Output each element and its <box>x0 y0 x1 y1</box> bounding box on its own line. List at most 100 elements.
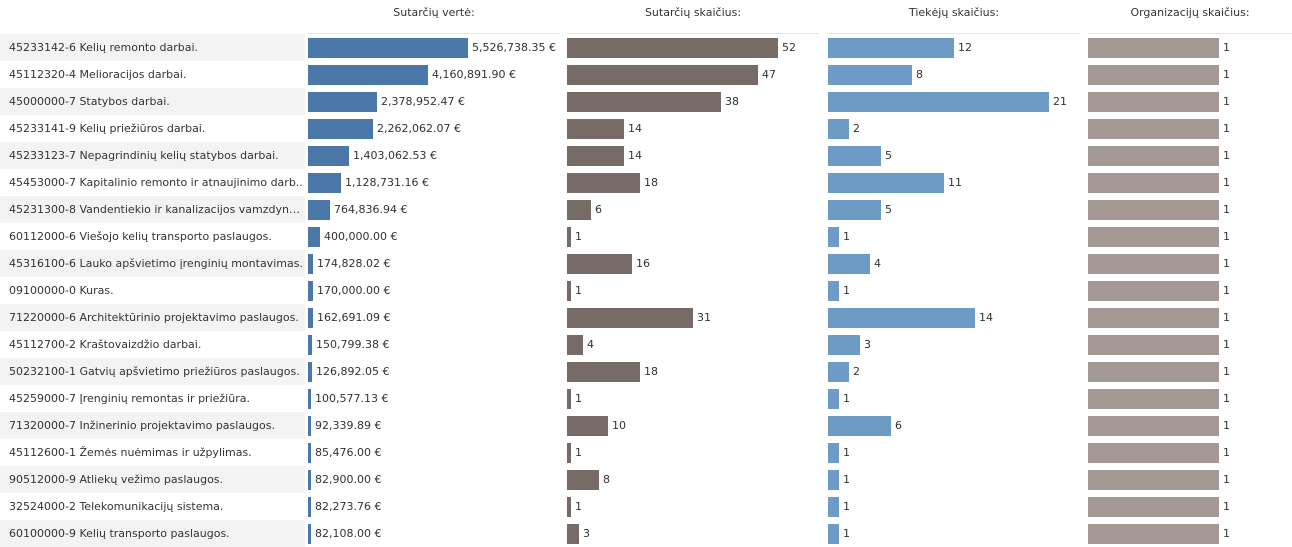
contract-value-bar[interactable] <box>308 118 373 139</box>
organization-count-bar[interactable] <box>1088 64 1219 85</box>
contract-value-bar[interactable] <box>308 334 312 355</box>
contract-count-bar[interactable] <box>567 415 608 436</box>
supplier-count-bar[interactable] <box>828 334 860 355</box>
supplier-count-bar[interactable] <box>828 280 839 301</box>
contract-count-bar[interactable] <box>567 199 591 220</box>
organization-count-bar[interactable] <box>1088 172 1219 193</box>
contract-value-bar[interactable] <box>308 442 311 463</box>
supplier-count-bar[interactable] <box>828 37 954 58</box>
organization-count-bar[interactable] <box>1088 145 1219 166</box>
organization-count-panel: Organizacijų skaičius: 1 1 1 1 1 1 1 1 1 1 1 1 1 1 1 1 1… <box>1088 0 1292 545</box>
contract-count-bar[interactable] <box>567 172 640 193</box>
bar-value-label: 5 <box>885 148 892 162</box>
organization-count-bar[interactable] <box>1088 361 1219 382</box>
bar-value-label: 1 <box>1223 256 1230 270</box>
contract-count-bar[interactable] <box>567 91 721 112</box>
organization-count-bar[interactable] <box>1088 523 1219 544</box>
supplier-count-bar[interactable] <box>828 172 944 193</box>
supplier-count-panel: Tiekėjų skaičius: 12 8 21 2 5 11 5 1 4 1 14 3 2 1 6 1 1 1… <box>828 0 1080 545</box>
bar-value-label: 18 <box>644 175 658 189</box>
category-label: 60100000-9 Kelių transporto paslaugos. <box>0 520 305 547</box>
supplier-count-bar[interactable] <box>828 226 839 247</box>
organization-count-bar[interactable] <box>1088 469 1219 490</box>
supplier-count-bar[interactable] <box>828 64 912 85</box>
contract-value-bar[interactable] <box>308 64 428 85</box>
organization-count-bar[interactable] <box>1088 37 1219 58</box>
supplier-count-bar[interactable] <box>828 145 881 166</box>
organization-count-bar[interactable] <box>1088 496 1219 517</box>
contract-count-bar[interactable] <box>567 64 758 85</box>
contract-count-bar[interactable] <box>567 469 599 490</box>
contract-count-bar[interactable] <box>567 442 571 463</box>
contract-value-bar[interactable] <box>308 280 313 301</box>
organization-count-bar[interactable] <box>1088 388 1219 409</box>
contract-count-bar[interactable] <box>567 118 624 139</box>
organization-count-bar[interactable] <box>1088 226 1219 247</box>
contract-value-bar[interactable] <box>308 361 312 382</box>
contract-value-bar[interactable] <box>308 226 320 247</box>
supplier-count-bar[interactable] <box>828 442 839 463</box>
contract-value-bar[interactable] <box>308 415 311 436</box>
contract-count-bar[interactable] <box>567 280 571 301</box>
supplier-count-bar[interactable] <box>828 91 1049 112</box>
organization-count-bar[interactable] <box>1088 415 1219 436</box>
bar-value-label: 47 <box>762 67 776 81</box>
bar-value-label: 1 <box>1223 202 1230 216</box>
bar-value-label: 1 <box>1223 391 1230 405</box>
contract-value-bar[interactable] <box>308 37 468 58</box>
contract-count-bar[interactable] <box>567 361 640 382</box>
contract-count-bar[interactable] <box>567 226 571 247</box>
contract-count-bar[interactable] <box>567 496 571 517</box>
contract-value-bar[interactable] <box>308 253 313 274</box>
supplier-count-bar[interactable] <box>828 523 839 544</box>
supplier-count-bar[interactable] <box>828 361 849 382</box>
organization-count-bar[interactable] <box>1088 91 1219 112</box>
contract-value-bar[interactable] <box>308 523 311 544</box>
contract-count-bar[interactable] <box>567 334 583 355</box>
organization-count-bar[interactable] <box>1088 253 1219 274</box>
bar-value-label: 1 <box>575 499 582 513</box>
contract-count-bar[interactable] <box>567 253 632 274</box>
supplier-count-bar[interactable] <box>828 388 839 409</box>
contract-value-bar[interactable] <box>308 388 311 409</box>
organization-count-bar[interactable] <box>1088 307 1219 328</box>
bar-value-label: 1 <box>843 391 850 405</box>
bar-value-label: 2,262,062.07 € <box>377 121 461 135</box>
bar-value-label: 1 <box>575 445 582 459</box>
contract-value-bar[interactable] <box>308 145 349 166</box>
organization-count-bar[interactable] <box>1088 118 1219 139</box>
contract-value-bar[interactable] <box>308 307 313 328</box>
bar-value-label: 11 <box>948 175 962 189</box>
bar-value-label: 6 <box>595 202 602 216</box>
organization-count-bar[interactable] <box>1088 199 1219 220</box>
supplier-count-bar[interactable] <box>828 469 839 490</box>
organization-count-bar[interactable] <box>1088 442 1219 463</box>
contract-count-bar[interactable] <box>567 523 579 544</box>
contract-value-bar[interactable] <box>308 469 311 490</box>
supplier-count-bar[interactable] <box>828 496 839 517</box>
bar-value-label: 3 <box>864 337 871 351</box>
contract-count-bar[interactable] <box>567 388 571 409</box>
contract-count-bar[interactable] <box>567 307 693 328</box>
organization-count-bar[interactable] <box>1088 280 1219 301</box>
bar-value-label: 82,273.76 € <box>315 499 382 513</box>
bar-value-label: 1 <box>1223 175 1230 189</box>
supplier-count-bar[interactable] <box>828 307 975 328</box>
bar-value-label: 1 <box>1223 229 1230 243</box>
supplier-count-bar[interactable] <box>828 118 849 139</box>
contract-value-bar[interactable] <box>308 172 341 193</box>
contract-count-bar[interactable] <box>567 37 778 58</box>
bar-value-label: 1 <box>575 391 582 405</box>
supplier-count-bar[interactable] <box>828 253 870 274</box>
supplier-count-bar[interactable] <box>828 199 881 220</box>
organization-count-bar[interactable] <box>1088 334 1219 355</box>
bar-value-label: 1 <box>1223 337 1230 351</box>
contract-value-bar[interactable] <box>308 91 377 112</box>
bar-value-label: 10 <box>612 418 626 432</box>
contract-value-bar[interactable] <box>308 199 330 220</box>
contract-value-bar[interactable] <box>308 496 311 517</box>
bar-value-label: 6 <box>895 418 902 432</box>
supplier-count-bar[interactable] <box>828 415 891 436</box>
contract-count-bar[interactable] <box>567 145 624 166</box>
category-label: 45316100-6 Lauko apšvietimo įrenginių mo… <box>0 250 305 277</box>
